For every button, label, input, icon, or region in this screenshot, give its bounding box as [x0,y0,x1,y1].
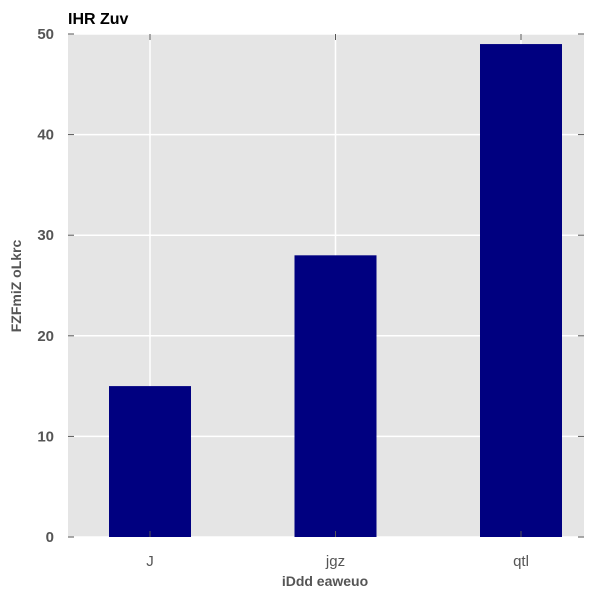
y-tick-label: 50 [37,26,54,43]
bar-qtl [480,44,562,538]
y-tick-label: 10 [37,428,54,445]
y-tick-label: 30 [37,227,54,244]
chart-title: IHR Zuv [68,11,129,28]
x-tick-label: J [146,553,154,570]
y-tick-label: 20 [37,328,54,345]
x-axis-label: iDdd eaweuo [282,573,368,589]
y-tick-label: 0 [46,529,54,546]
y-tick-label: 40 [37,127,54,144]
x-tick-label: qtl [513,553,529,570]
bar-jgz [294,255,377,537]
bar-J [109,386,191,537]
x-tick-label: jgz [325,553,345,570]
y-axis-label: FZFmiZ oLkrc [8,240,24,333]
ticks-layer: 0 10 20 30 40 50 J jgz qtl [37,26,584,570]
bars-layer [109,44,562,538]
